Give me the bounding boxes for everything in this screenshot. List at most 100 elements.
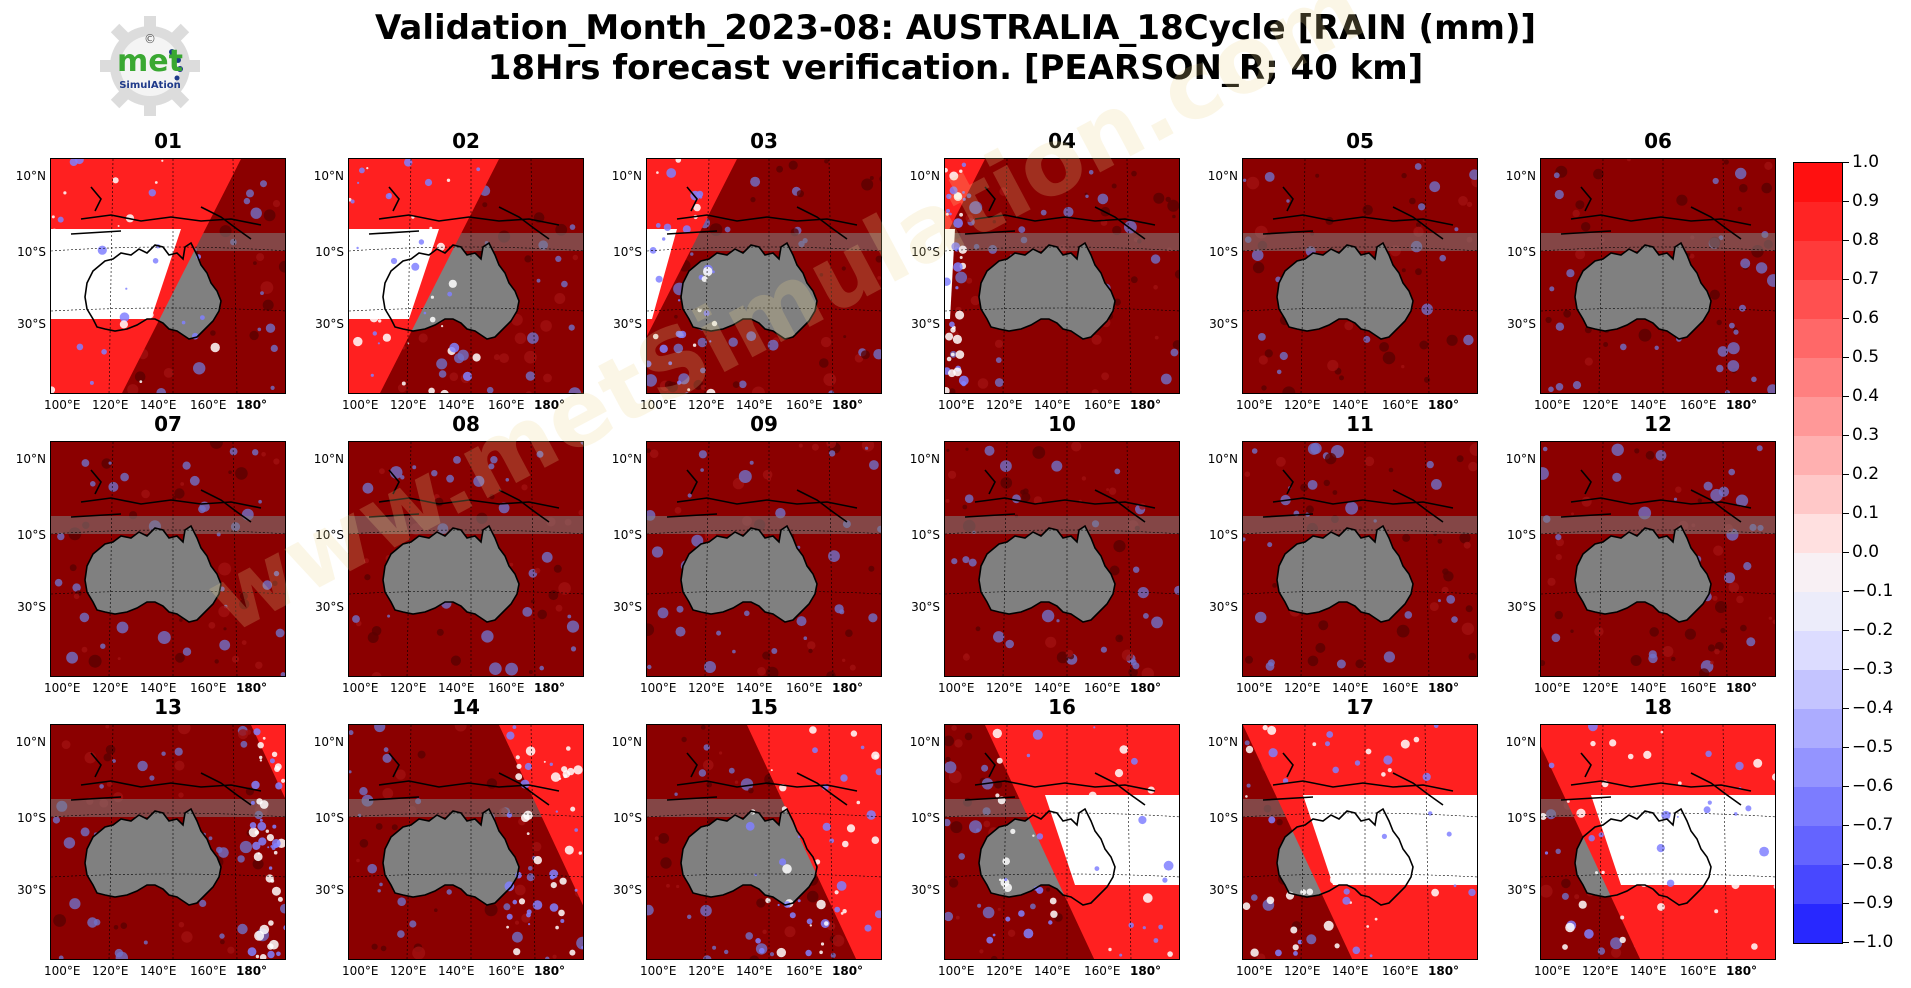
- lon-tick-label: 120°E: [688, 964, 725, 978]
- lon-tick-label: 180°: [1726, 681, 1758, 695]
- colorbar-segment: [1794, 280, 1842, 319]
- lon-tick-label: 100°E: [1236, 964, 1273, 978]
- lon-tick-label: 180°: [236, 398, 268, 412]
- lon-tick-label: 180°: [1130, 964, 1162, 978]
- map-plot: [1243, 442, 1477, 676]
- colorbar-segment: [1794, 670, 1842, 709]
- colorbar-segment: [1794, 514, 1842, 553]
- colorbar-tick-mark: [1843, 396, 1849, 397]
- colorbar-segment: [1794, 904, 1842, 943]
- colorbar-tick-mark: [1843, 318, 1849, 319]
- lon-tick-label: 120°E: [688, 681, 725, 695]
- lon-tick-label: 160°E: [190, 964, 227, 978]
- lat-tick-label: 10°N: [1207, 169, 1238, 183]
- lat-tick-label: 10°N: [909, 735, 940, 749]
- lon-tick-label: 160°E: [786, 964, 823, 978]
- colorbar-tick-label: −0.2: [1852, 620, 1894, 640]
- colorbar-segment: [1794, 397, 1842, 436]
- lon-tick-label: 100°E: [640, 398, 677, 412]
- lon-tick-label: 180°: [832, 398, 864, 412]
- colorbar-tick-label: −0.5: [1852, 737, 1894, 757]
- lon-tick-label: 160°E: [1680, 964, 1717, 978]
- colorbar-tick-mark: [1843, 435, 1849, 436]
- panel-title: 10: [1048, 412, 1076, 436]
- lon-tick-label: 180°: [534, 964, 566, 978]
- lat-tick-label: 30°S: [613, 317, 642, 331]
- lat-tick-label: 10°N: [909, 169, 940, 183]
- panel-title: 08: [452, 412, 480, 436]
- title-line-1: Validation_Month_2023-08: AUSTRALIA_18Cy…: [374, 8, 1537, 48]
- colorbar-tick-label: 0.3: [1852, 425, 1880, 445]
- lon-tick-label: 180°: [236, 964, 268, 978]
- lon-tick-label: 160°E: [1382, 681, 1419, 695]
- colorbar-tick-mark: [1843, 708, 1849, 709]
- colorbar-tick-mark: [1843, 474, 1849, 475]
- lon-tick-label: 120°E: [1284, 681, 1321, 695]
- logo-word: met: [117, 44, 183, 79]
- colorbar-tick-label: −0.4: [1852, 698, 1894, 718]
- lat-tick-label: 10°S: [1507, 245, 1536, 259]
- lon-tick-label: 140°E: [1034, 398, 1071, 412]
- lon-tick-label: 100°E: [938, 964, 975, 978]
- lon-tick-label: 120°E: [1582, 398, 1619, 412]
- map-panel-17: [1242, 724, 1478, 960]
- lon-tick-label: 100°E: [1534, 964, 1571, 978]
- lon-tick-label: 120°E: [92, 964, 129, 978]
- colorbar-tick-label: −1.0: [1852, 932, 1894, 952]
- lon-tick-label: 120°E: [986, 398, 1023, 412]
- lon-tick-label: 180°: [534, 681, 566, 695]
- lon-tick-label: 100°E: [1236, 398, 1273, 412]
- lon-tick-label: 140°E: [438, 398, 475, 412]
- lon-tick-label: 100°E: [342, 398, 379, 412]
- colorbar-tick-label: −0.9: [1852, 893, 1894, 913]
- lon-tick-label: 160°E: [488, 964, 525, 978]
- map-panel-11: [1242, 441, 1478, 677]
- colorbar-tick-label: −0.3: [1852, 659, 1894, 679]
- map-panel-14: [348, 724, 584, 960]
- lon-tick-label: 140°E: [140, 398, 177, 412]
- colorbar-tick-mark: [1843, 630, 1849, 631]
- lon-tick-label: 140°E: [1332, 681, 1369, 695]
- colorbar-tick-label: −0.6: [1852, 776, 1894, 796]
- lon-tick-label: 100°E: [1236, 681, 1273, 695]
- lon-tick-label: 180°: [1130, 681, 1162, 695]
- lat-tick-label: 30°S: [1209, 600, 1238, 614]
- lat-tick-label: 30°S: [315, 883, 344, 897]
- lon-tick-label: 140°E: [1332, 398, 1369, 412]
- colorbar-segment: [1794, 475, 1842, 514]
- met-simulation-logo: © met SimulAtion: [98, 14, 202, 118]
- lon-tick-label: 160°E: [1084, 964, 1121, 978]
- lat-tick-label: 10°N: [15, 452, 46, 466]
- colorbar-tick-mark: [1843, 279, 1849, 280]
- lat-tick-label: 10°N: [1505, 169, 1536, 183]
- lat-tick-label: 10°N: [611, 735, 642, 749]
- figure-title: Validation_Month_2023-08: AUSTRALIA_18Cy…: [0, 8, 1911, 88]
- lat-tick-label: 30°S: [613, 883, 642, 897]
- lat-tick-label: 10°S: [911, 811, 940, 825]
- map-panel-04: [944, 158, 1180, 394]
- lon-tick-label: 120°E: [688, 398, 725, 412]
- lon-tick-label: 120°E: [390, 964, 427, 978]
- panel-title: 03: [750, 129, 778, 153]
- colorbar-tick-mark: [1843, 786, 1849, 787]
- panel-title: 17: [1346, 695, 1374, 719]
- colorbar-segment: [1794, 436, 1842, 475]
- lat-tick-label: 10°N: [1207, 452, 1238, 466]
- map-plot: [349, 725, 583, 959]
- colorbar-segment: [1794, 709, 1842, 748]
- colorbar-tick-mark: [1843, 357, 1849, 358]
- lat-tick-label: 10°S: [1507, 811, 1536, 825]
- lat-tick-label: 10°S: [1209, 811, 1238, 825]
- map-panel-09: [646, 441, 882, 677]
- lat-tick-label: 10°S: [613, 528, 642, 542]
- lon-tick-label: 140°E: [736, 681, 773, 695]
- lat-tick-label: 10°S: [911, 245, 940, 259]
- panel-title: 11: [1346, 412, 1374, 436]
- lon-tick-label: 140°E: [1332, 964, 1369, 978]
- colorbar-tick-label: 0.8: [1852, 230, 1880, 250]
- gear-icon: [100, 16, 200, 116]
- lon-tick-label: 100°E: [640, 964, 677, 978]
- map-plot: [1541, 159, 1775, 393]
- lat-tick-label: 10°N: [1207, 735, 1238, 749]
- lon-tick-label: 120°E: [390, 681, 427, 695]
